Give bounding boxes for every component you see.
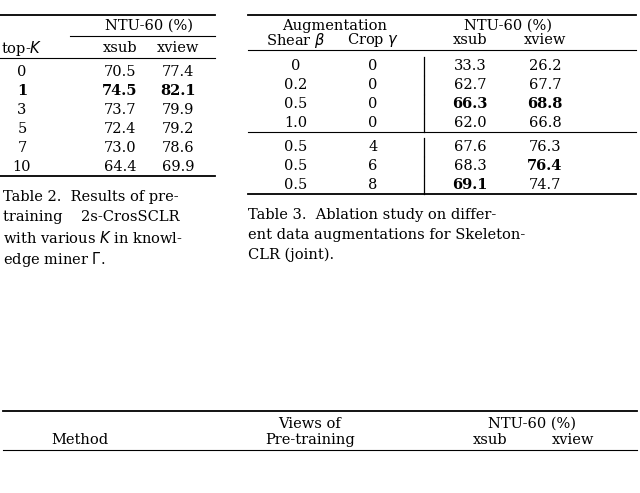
- Text: NTU-60 (%): NTU-60 (%): [105, 19, 193, 33]
- Text: edge miner $\Gamma$.: edge miner $\Gamma$.: [3, 250, 106, 269]
- Text: xsub: xsub: [473, 433, 508, 447]
- Text: Crop $\gamma$: Crop $\gamma$: [347, 31, 399, 49]
- Text: 0.2: 0.2: [284, 78, 308, 92]
- Text: Table 2.  Results of pre-: Table 2. Results of pre-: [3, 190, 179, 204]
- Text: xsub: xsub: [102, 41, 138, 55]
- Text: 0.5: 0.5: [284, 97, 308, 111]
- Text: 77.4: 77.4: [162, 65, 194, 79]
- Text: xview: xview: [524, 33, 566, 47]
- Text: NTU-60 (%): NTU-60 (%): [488, 417, 575, 431]
- Text: 68.3: 68.3: [454, 159, 486, 173]
- Text: Table 3.  Ablation study on differ-: Table 3. Ablation study on differ-: [248, 208, 496, 222]
- Text: 79.2: 79.2: [162, 122, 194, 136]
- Text: 69.9: 69.9: [162, 160, 195, 174]
- Text: Augmentation: Augmentation: [282, 19, 387, 33]
- Text: 67.6: 67.6: [454, 140, 486, 154]
- Text: 0: 0: [291, 59, 301, 73]
- Text: 78.6: 78.6: [162, 141, 195, 155]
- Text: 10: 10: [13, 160, 31, 174]
- Text: 68.8: 68.8: [527, 97, 563, 111]
- Text: 3: 3: [17, 103, 27, 117]
- Text: 74.7: 74.7: [529, 178, 561, 192]
- Text: xsub: xsub: [452, 33, 487, 47]
- Text: 0.5: 0.5: [284, 159, 308, 173]
- Text: Method: Method: [51, 433, 109, 447]
- Text: 72.4: 72.4: [104, 122, 136, 136]
- Text: 6: 6: [368, 159, 378, 173]
- Text: Views of: Views of: [278, 417, 341, 431]
- Text: 1: 1: [17, 84, 27, 98]
- Text: 66.8: 66.8: [529, 116, 561, 130]
- Text: with various $K$ in knowl-: with various $K$ in knowl-: [3, 230, 182, 246]
- Text: 0.5: 0.5: [284, 140, 308, 154]
- Text: 0: 0: [368, 59, 378, 73]
- Text: xview: xview: [552, 433, 594, 447]
- Text: 76.4: 76.4: [527, 159, 563, 173]
- Text: 8: 8: [368, 178, 378, 192]
- Text: 62.0: 62.0: [454, 116, 486, 130]
- Text: Pre-training: Pre-training: [265, 433, 355, 447]
- Text: 0: 0: [368, 97, 378, 111]
- Text: 1.0: 1.0: [284, 116, 308, 130]
- Text: 5: 5: [17, 122, 27, 136]
- Text: 7: 7: [17, 141, 27, 155]
- Text: 73.0: 73.0: [104, 141, 136, 155]
- Text: 66.3: 66.3: [452, 97, 488, 111]
- Text: 4: 4: [369, 140, 378, 154]
- Text: ent data augmentations for Skeleton-: ent data augmentations for Skeleton-: [248, 228, 525, 242]
- Text: 0: 0: [17, 65, 27, 79]
- Text: 74.5: 74.5: [102, 84, 138, 98]
- Text: 79.9: 79.9: [162, 103, 194, 117]
- Text: 62.7: 62.7: [454, 78, 486, 92]
- Text: 0: 0: [368, 78, 378, 92]
- Text: 76.3: 76.3: [529, 140, 561, 154]
- Text: 82.1: 82.1: [160, 84, 196, 98]
- Text: 67.7: 67.7: [529, 78, 561, 92]
- Text: 0.5: 0.5: [284, 178, 308, 192]
- Text: 64.4: 64.4: [104, 160, 136, 174]
- Text: top-$K$: top-$K$: [1, 38, 43, 58]
- Text: training    2s-CrosSCLR: training 2s-CrosSCLR: [3, 210, 179, 224]
- Text: 70.5: 70.5: [104, 65, 136, 79]
- Text: 26.2: 26.2: [529, 59, 561, 73]
- Text: NTU-60 (%): NTU-60 (%): [463, 19, 552, 33]
- Text: 33.3: 33.3: [454, 59, 486, 73]
- Text: 73.7: 73.7: [104, 103, 136, 117]
- Text: 0: 0: [368, 116, 378, 130]
- Text: Shear $\beta$: Shear $\beta$: [266, 31, 326, 49]
- Text: xview: xview: [157, 41, 199, 55]
- Text: 69.1: 69.1: [452, 178, 488, 192]
- Text: CLR (joint).: CLR (joint).: [248, 248, 334, 262]
